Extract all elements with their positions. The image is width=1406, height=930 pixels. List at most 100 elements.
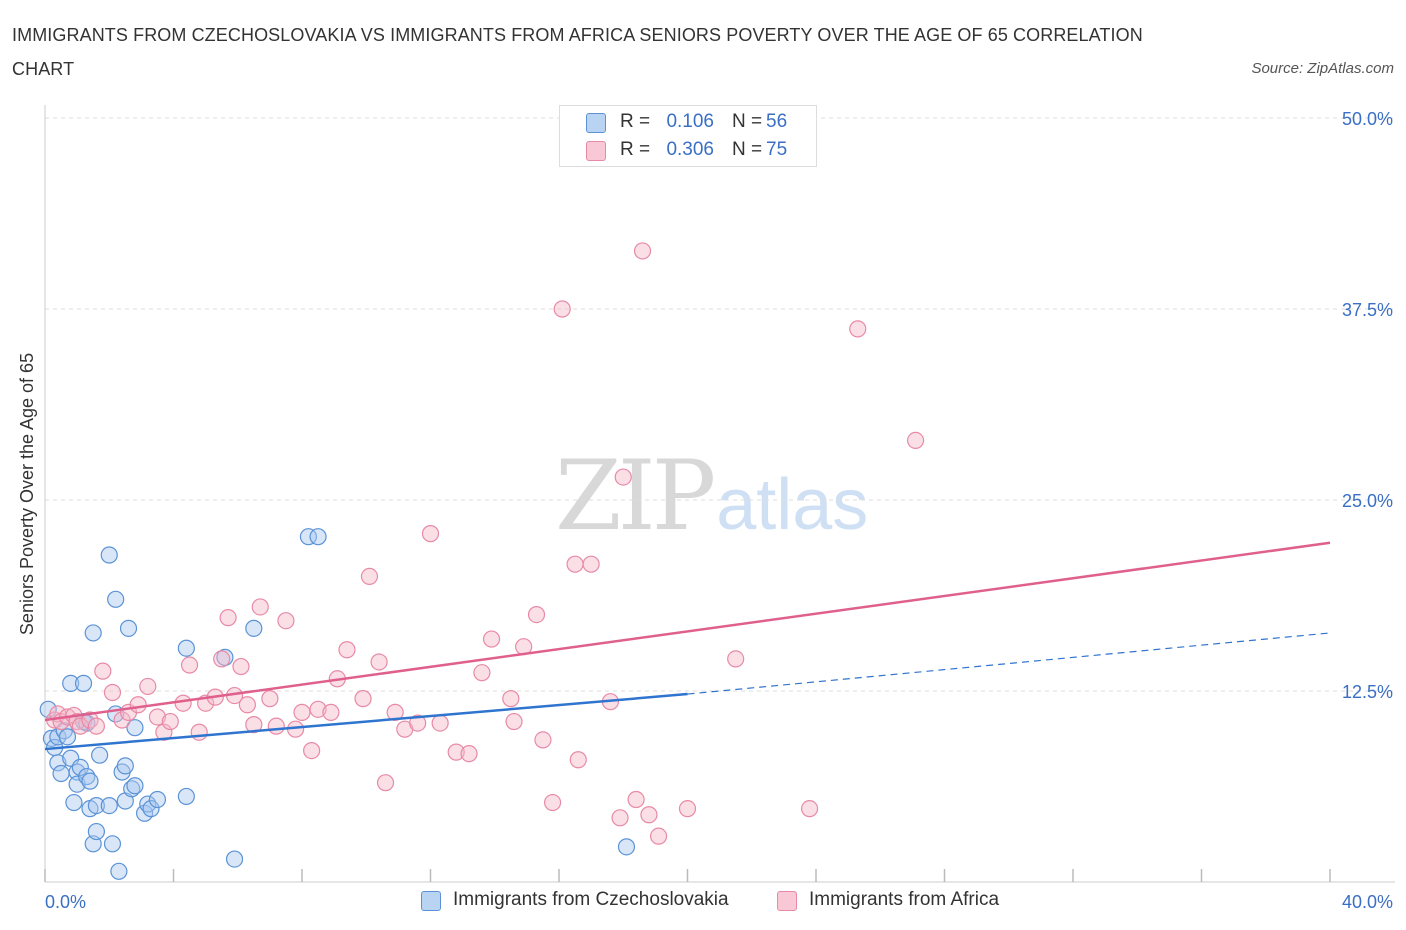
africa-point [386, 703, 404, 721]
africa-point [376, 774, 395, 792]
africa-point [649, 827, 668, 845]
czechoslovakia-point [123, 780, 141, 798]
y-tick-label: 12.5% [1342, 682, 1393, 702]
czechoslovakia-point [65, 793, 83, 812]
africa-point [174, 694, 192, 712]
africa-point [103, 683, 122, 702]
czechoslovakia-point [91, 746, 109, 764]
africa-point [534, 731, 552, 749]
africa-point [190, 723, 208, 741]
legend-r-value: 0.106 [666, 111, 714, 132]
africa-point [277, 612, 295, 630]
africa-point [473, 664, 491, 682]
czechoslovakia-trend-solid [44, 692, 688, 751]
czechoslovakia-point [71, 758, 89, 777]
watermark-atlas: atlas [716, 465, 869, 545]
czechoslovakia-point [107, 590, 125, 608]
x-tick-label: 0.0% [45, 892, 86, 912]
y-tick-label: 37.5% [1342, 300, 1393, 320]
africa-point [155, 723, 173, 741]
legend-n-label: N = [732, 111, 763, 132]
africa-point [129, 696, 147, 714]
africa-point [322, 703, 340, 721]
data-points [39, 242, 925, 880]
africa-point [460, 745, 478, 763]
bottom-legend-label: Immigrants from Czechoslovakia [453, 889, 729, 910]
africa-point [87, 717, 106, 735]
bottom-legend-swatch-pink [777, 891, 797, 911]
czechoslovakia-point [81, 772, 99, 790]
africa-point [303, 741, 321, 760]
africa-point [906, 431, 925, 450]
czechoslovakia-point [100, 796, 118, 815]
czechoslovakia-point [87, 796, 106, 815]
czechoslovakia-point [177, 787, 195, 806]
africa-point [81, 711, 99, 729]
africa-point [293, 703, 311, 721]
tick-labels: 12.5% 25.0% 37.5% 50.0% 0.0% 40.0% [45, 109, 1393, 912]
czechoslovakia-point [103, 835, 122, 853]
africa-point [611, 809, 629, 827]
czechoslovakia-point [245, 619, 263, 637]
africa-point [360, 567, 379, 586]
africa-point [633, 242, 652, 260]
czechoslovakia-point [148, 790, 167, 809]
czechoslovakia-point [177, 639, 195, 657]
legend-swatch-blue [586, 113, 606, 133]
gridlines [45, 117, 1395, 692]
africa-point [180, 656, 199, 674]
africa-point [527, 605, 546, 624]
africa-point [161, 712, 179, 731]
czechoslovakia-point [62, 674, 80, 692]
bottom-legend-label: Immigrants from Africa [809, 889, 1000, 910]
africa-point [502, 690, 520, 708]
africa-point [569, 751, 587, 769]
africa-point [627, 790, 645, 809]
czechoslovakia-trend-dashed [687, 632, 1331, 695]
axes [44, 105, 1395, 883]
africa-point [219, 609, 237, 627]
africa-point [139, 677, 157, 696]
africa-point [261, 690, 279, 708]
africa-point [566, 555, 584, 573]
czechoslovakia-point [49, 754, 67, 772]
africa-point [505, 712, 523, 731]
africa-point [370, 653, 388, 671]
legend-swatch-pink [586, 141, 606, 161]
czechoslovakia-point [139, 795, 157, 813]
czechoslovakia-point [74, 674, 93, 692]
czechoslovakia-point [225, 850, 244, 868]
africa-point [727, 650, 745, 668]
czechoslovakia-point [52, 764, 70, 783]
africa-point [431, 714, 449, 732]
africa-point [267, 717, 285, 735]
africa-point [678, 800, 697, 818]
legend-r-value: 0.306 [666, 139, 714, 160]
africa-point [245, 716, 263, 734]
africa-point [251, 598, 269, 616]
watermark-zip: ZIP [555, 440, 716, 552]
chart-title: IMMIGRANTS FROM CZECHOSLOVAKIA VS IMMIGR… [12, 25, 1143, 79]
africa-point [309, 700, 327, 718]
czechoslovakia-point [126, 719, 144, 737]
czechoslovakia-point [100, 546, 118, 564]
africa-point [543, 793, 562, 812]
africa-trend-solid [44, 541, 1331, 722]
africa-point [553, 300, 571, 318]
africa-point [409, 714, 427, 732]
czechoslovakia-point [78, 767, 96, 786]
africa-point [213, 650, 231, 668]
watermark: ZIPatlas [555, 440, 868, 552]
africa-point [338, 641, 356, 659]
africa-point [614, 468, 632, 486]
trend-lines [44, 541, 1331, 751]
correlation-legend: R = 0.106 N = 56 R = 0.306 N = 75 [559, 105, 817, 167]
legend-n-value: 75 [766, 139, 788, 160]
czechoslovakia-point [84, 624, 102, 642]
africa-point [354, 690, 372, 708]
czechoslovakia-point [309, 528, 327, 546]
bottom-legend-swatch-blue [421, 891, 441, 911]
africa-point [800, 800, 819, 818]
africa-point [232, 657, 250, 676]
czechoslovakia-point [119, 619, 138, 637]
